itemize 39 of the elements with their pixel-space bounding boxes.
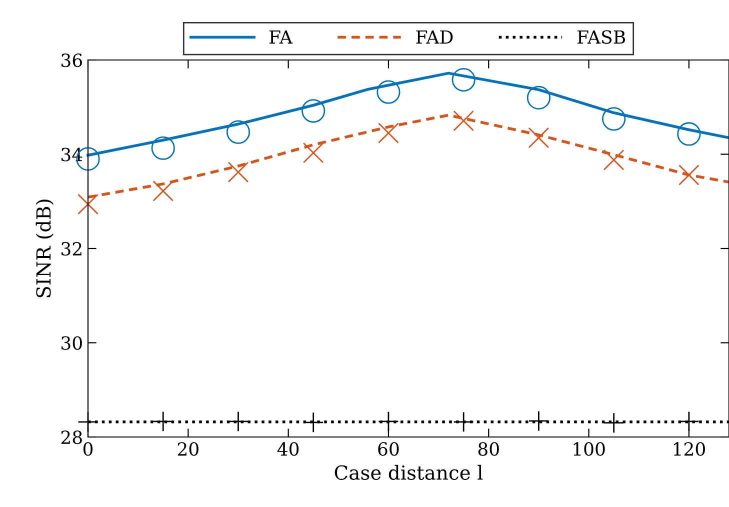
x-axis-title: Case distance l	[334, 464, 483, 480]
point	[678, 164, 700, 186]
x-tick-label: 20	[178, 442, 198, 456]
point	[228, 162, 249, 183]
point	[603, 149, 624, 170]
point	[526, 86, 551, 110]
point	[152, 180, 174, 202]
point	[378, 122, 399, 144]
legend-label: FAD	[416, 30, 453, 44]
point	[302, 99, 326, 123]
point	[226, 120, 250, 144]
y-tick-label: 30	[62, 336, 82, 350]
point	[302, 412, 324, 433]
point	[453, 110, 474, 132]
y-tick-label: 36	[62, 53, 82, 68]
legend-label: FASB	[578, 30, 626, 44]
y-tick-label: 28	[61, 430, 82, 444]
y-tick-label: 32	[62, 242, 82, 256]
point	[602, 107, 626, 131]
point	[603, 412, 624, 434]
x-tick-label: 80	[478, 442, 499, 456]
x-tick-label: 0	[83, 442, 93, 456]
x-tick-label: 120	[674, 442, 705, 456]
point	[302, 142, 324, 164]
x-tick-label: 60	[378, 442, 399, 456]
point	[378, 411, 399, 432]
point	[376, 80, 400, 104]
legend-label: FA	[270, 30, 293, 44]
point	[228, 411, 249, 432]
x-tick-label: 100	[574, 442, 605, 456]
y-axis-title: SINR (dB)	[36, 200, 54, 298]
point	[151, 136, 175, 160]
point	[452, 68, 476, 92]
point	[677, 122, 701, 146]
point	[528, 410, 550, 432]
point	[453, 412, 474, 432]
point	[528, 127, 550, 148]
x-tick-label: 40	[277, 442, 299, 456]
point	[78, 194, 98, 215]
